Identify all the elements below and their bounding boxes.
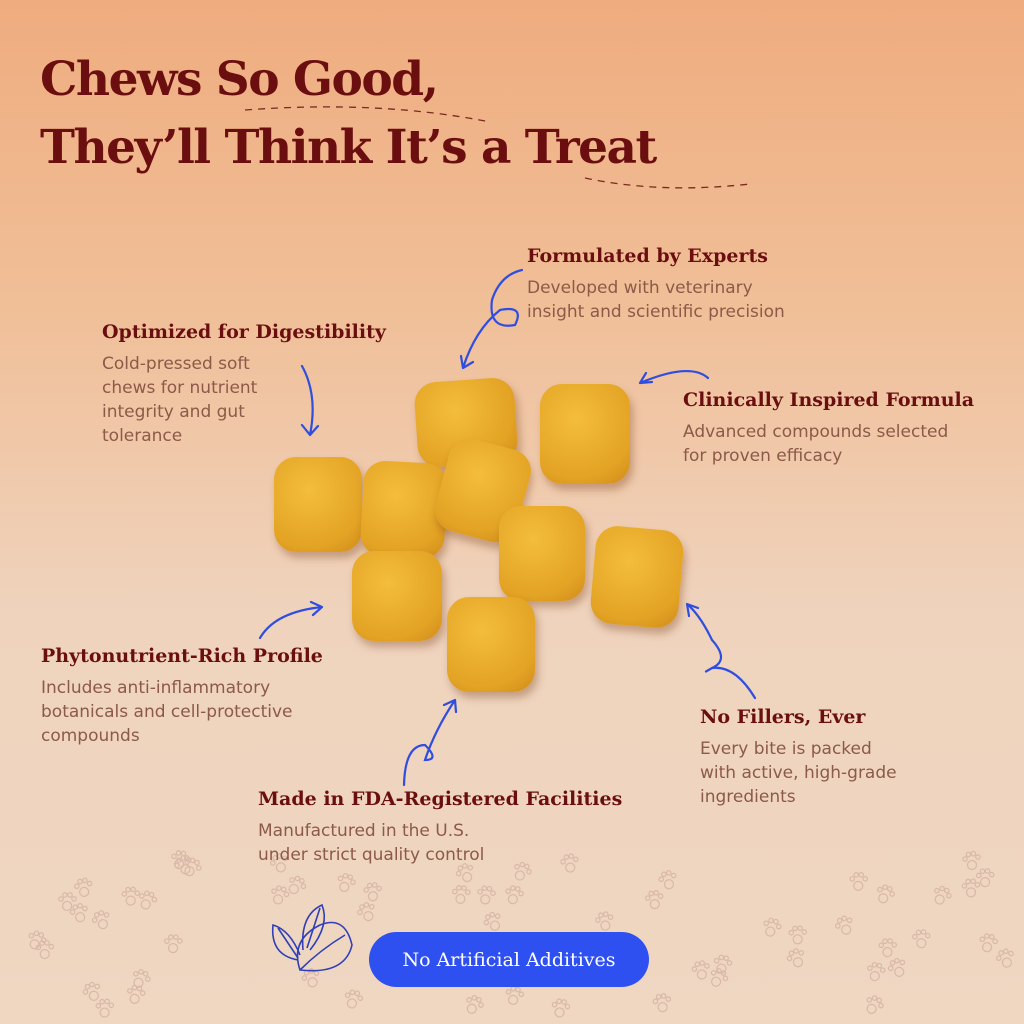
paw-print-icon (357, 902, 375, 922)
paw-print-icon (133, 968, 151, 988)
paw-print-icon (363, 882, 382, 902)
feature-desc-experts: Developed with veterinary insight and sc… (527, 278, 785, 322)
paw-print-icon (271, 885, 290, 905)
paw-print-icon (139, 890, 158, 910)
feature-desc-clinical: Advanced compounds selected for proven e… (683, 422, 949, 466)
paw-print-icon (74, 877, 93, 897)
paw-print-icon (658, 870, 677, 890)
paw-print-icon (483, 911, 501, 931)
paw-print-icon (35, 940, 55, 960)
paw-print-icon (962, 850, 981, 871)
paw-print-icon (452, 884, 471, 904)
chew (447, 597, 535, 692)
paw-print-icon (645, 890, 664, 910)
paw-print-icon (934, 885, 952, 905)
feature-title-experts: Formulated by Experts (527, 245, 768, 267)
arrow-digestibility-icon (300, 364, 320, 437)
arrow-fda-icon (402, 698, 458, 787)
chew (274, 457, 362, 552)
paw-print-icon (344, 989, 364, 1009)
feature-title-clinical: Clinically Inspired Formula (683, 389, 975, 411)
paw-print-icon (164, 934, 183, 954)
paw-print-icon (763, 917, 782, 937)
feature-title-phytonutrient: Phytonutrient-Rich Profile (41, 645, 323, 667)
paw-print-icon (713, 954, 733, 974)
paw-print-icon (878, 938, 898, 958)
paw-print-icon (477, 885, 496, 905)
paw-print-icon (849, 872, 869, 891)
paw-print-icon (710, 968, 729, 987)
paw-print-icon (91, 910, 110, 930)
paw-print-icon (95, 998, 115, 1018)
paw-print-icon (834, 915, 853, 935)
paw-print-icon (691, 960, 710, 980)
chew (352, 551, 442, 641)
paw-print-icon (912, 929, 931, 949)
paw-print-icon (337, 872, 356, 892)
paw-print-icon (786, 948, 805, 968)
paw-print-icon (652, 993, 672, 1013)
paw-print-icon (887, 957, 906, 977)
feature-desc-phytonutrient: Includes anti-inflammatory botanicals an… (41, 678, 293, 746)
no-artificial-additives-badge: No Artificial Additives (369, 932, 649, 987)
arrow-experts-icon (459, 268, 524, 370)
arrow-phyto-icon (258, 600, 324, 640)
paw-print-icon (595, 911, 614, 931)
arrow-clinical-icon (638, 369, 710, 385)
paw-print-icon (505, 885, 524, 905)
paw-print-icon (560, 853, 579, 873)
feature-desc-fda: Manufactured in the U.S. under strict qu… (258, 821, 485, 865)
chew (540, 384, 630, 484)
paw-print-icon (82, 981, 101, 1001)
dashed-underline (584, 177, 751, 189)
paw-print-icon (288, 875, 307, 895)
paw-print-icon (58, 892, 77, 912)
feature-desc-fillers: Every bite is packed with active, high-g… (700, 739, 897, 807)
paw-print-icon (121, 886, 141, 906)
arrow-fillers-icon (685, 602, 757, 700)
paw-print-icon (996, 948, 1014, 968)
feature-desc-digestibility: Cold-pressed soft chews for nutrient int… (102, 354, 258, 446)
paw-print-icon (514, 861, 532, 881)
feature-title-fillers: No Fillers, Ever (700, 706, 866, 728)
paw-print-icon (69, 902, 88, 923)
paw-print-icon (975, 868, 995, 888)
headline-line-2: They’ll Think It’s a Treat (40, 120, 657, 175)
chew (499, 506, 585, 601)
paw-print-icon (171, 850, 190, 870)
feature-title-digestibility: Optimized for Digestibility (102, 321, 386, 343)
feature-title-fda: Made in FDA-Registered Facilities (258, 788, 623, 810)
paw-print-icon (867, 962, 886, 982)
paw-print-icon (866, 995, 884, 1014)
headline-line-1: Chews So Good, (40, 52, 439, 107)
paw-print-icon (877, 884, 895, 904)
paw-print-icon (455, 863, 474, 883)
paw-print-icon (551, 998, 571, 1018)
paw-print-icon (788, 925, 808, 945)
paw-print-icon (979, 933, 998, 953)
paw-print-icon (127, 984, 146, 1004)
paw-print-icon (269, 853, 288, 873)
paw-print-icon (466, 995, 484, 1014)
paw-print-icon (961, 878, 981, 898)
